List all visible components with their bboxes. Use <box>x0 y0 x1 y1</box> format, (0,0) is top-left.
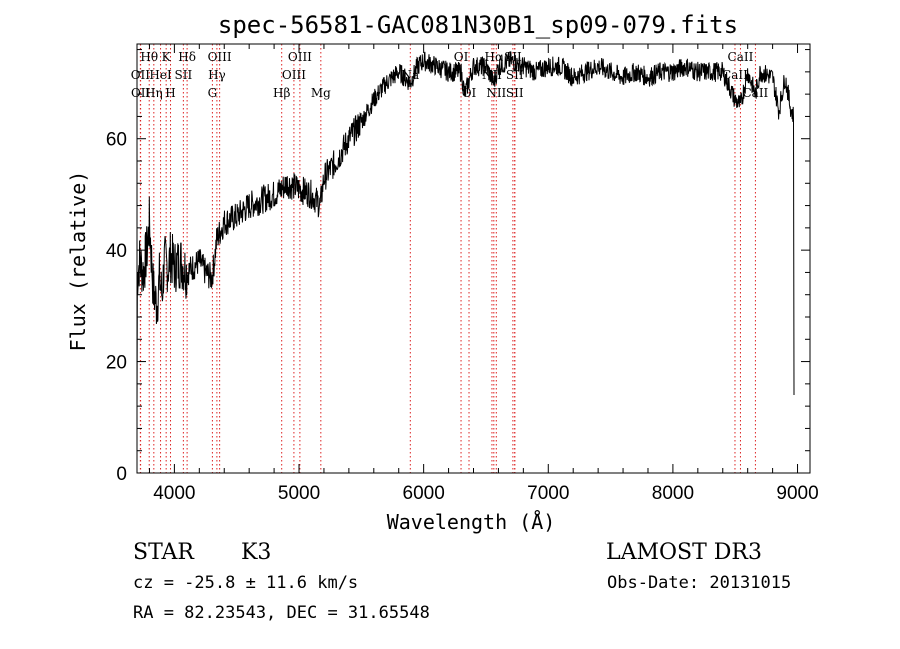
spectral-line-label: Hθ <box>140 50 158 64</box>
x-tick-label: 8000 <box>652 483 694 504</box>
x-tick-label: 7000 <box>527 483 569 504</box>
y-tick-label: 40 <box>106 241 127 262</box>
spectral-line-label: Hγ <box>208 68 226 82</box>
survey-name: LAMOST DR3 <box>606 540 762 565</box>
x-axis-label: Wavelength (Å) <box>387 510 556 534</box>
spectral-line-label: K <box>162 50 172 64</box>
chart-title: spec-56581-GAC081N30B1_sp09-079.fits <box>218 11 738 39</box>
y-tick-label: 20 <box>106 353 127 374</box>
spectral-line-label: SII <box>506 68 524 82</box>
spectral-line-label: Mg <box>311 86 331 100</box>
spectral-line-label: NII <box>486 86 506 100</box>
flux-series-line <box>136 51 795 412</box>
spectral-line-label: Hη <box>145 86 163 100</box>
redshift-velocity: cz = -25.8 ± 11.6 km/s <box>133 573 359 593</box>
spectral-line-label: OIII <box>208 50 232 64</box>
spectral-line-label: OII <box>131 68 151 82</box>
x-tick-label: 9000 <box>776 483 818 504</box>
x-tick-label: 5000 <box>278 483 320 504</box>
spectral-line-label: SII <box>506 86 524 100</box>
y-axis-label: Flux (relative) <box>66 171 90 352</box>
x-tick-label: 4000 <box>153 483 195 504</box>
spectral-line-label: CaII <box>728 50 754 64</box>
spectral-line-label: OII <box>131 86 151 100</box>
spectral-line-label: Hβ <box>273 86 290 100</box>
spectral-line-label: Hα <box>485 50 504 64</box>
spectral-line-label: Hδ <box>178 50 196 64</box>
x-tick-label: 6000 <box>403 483 445 504</box>
spectral-line-label: HeI <box>149 68 172 82</box>
spectral-line-label: OIII <box>282 68 306 82</box>
sky-coordinates: RA = 82.23543, DEC = 31.65548 <box>133 603 430 623</box>
y-tick-label: 0 <box>116 464 127 485</box>
spectral-line-label: OI <box>454 50 469 64</box>
object-class: STAR <box>133 540 194 565</box>
plot-frame <box>136 43 811 474</box>
object-subclass: K3 <box>241 540 272 565</box>
spectral-line-label: G <box>208 86 218 100</box>
spectral-line-label: SII <box>175 68 193 82</box>
spectral-line-label: OIII <box>288 50 312 64</box>
y-tick-label: 60 <box>106 130 127 151</box>
spectral-line-label: H <box>165 86 175 100</box>
observation-date: Obs-Date: 20131015 <box>607 573 792 593</box>
